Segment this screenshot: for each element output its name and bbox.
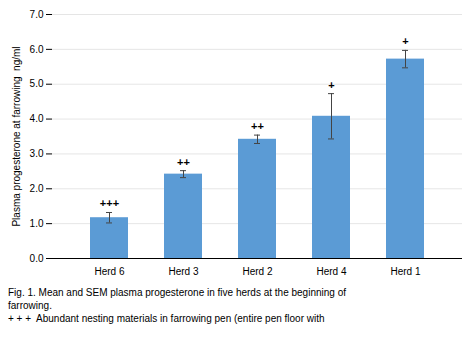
svg-text:3.0: 3.0	[30, 148, 44, 159]
html-text:farrowing.: farrowing.	[8, 300, 52, 311]
svg-text:++: ++	[251, 120, 264, 132]
svg-text:0.0: 0.0	[30, 253, 44, 264]
svg-text:Herd 4: Herd 4	[316, 266, 346, 277]
svg-text:4.0: 4.0	[30, 113, 44, 124]
svg-text:Herd 3: Herd 3	[168, 266, 198, 277]
svg-text:+: +	[328, 79, 334, 91]
svg-text:7.0: 7.0	[30, 9, 44, 20]
svg-text:2.0: 2.0	[30, 183, 44, 194]
svg-text:6.0: 6.0	[30, 44, 44, 55]
svg-text:Herd 6: Herd 6	[94, 266, 124, 277]
html-text:+ + + Abundant nesting materia: + + + Abundant nesting materials in farr…	[8, 313, 325, 324]
svg-text:Herd 2: Herd 2	[242, 266, 272, 277]
svg-text:Herd 1: Herd 1	[390, 266, 420, 277]
svg-text:+: +	[402, 35, 408, 47]
svg-text:5.0: 5.0	[30, 78, 44, 89]
svg-text:1.0: 1.0	[30, 218, 44, 229]
svg-text:+++: +++	[100, 197, 119, 209]
html-text:Fig. 1. Mean and SEM plasma pr: Fig. 1. Mean and SEM plasma progesterone…	[8, 287, 346, 298]
svg-text:++: ++	[177, 156, 190, 168]
svg-text:Plasma progesterone at farrowi: Plasma progesterone at farrowing ng/ml	[11, 46, 22, 226]
